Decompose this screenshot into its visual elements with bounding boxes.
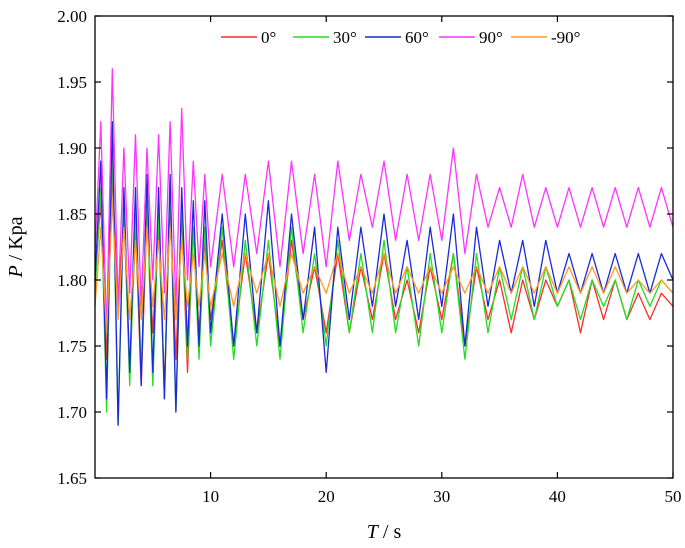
series-line-3 — [94, 68, 674, 334]
x-tick-label: 50 — [665, 487, 682, 506]
y-tick-label: 1.65 — [57, 469, 87, 488]
y-tick-label: 1.70 — [57, 403, 87, 422]
plot-frame — [94, 15, 674, 479]
y-axis-unit: / Kpa — [5, 216, 27, 265]
legend-label-0: 0° — [261, 28, 276, 47]
legend-label-2: 60° — [405, 28, 429, 47]
legend: 0° 30° 60° 90° -90° — [221, 28, 580, 47]
series-line-2 — [94, 120, 674, 426]
y-tick-label: 2.00 — [57, 7, 87, 26]
x-tick-label: 30 — [433, 487, 450, 506]
x-axis-ticks: 10 20 30 40 50 — [202, 16, 682, 506]
y-axis-title: P / Kpa — [5, 216, 27, 278]
series-line-4 — [94, 200, 674, 334]
y-tick-label: 1.95 — [57, 73, 87, 92]
x-tick-label: 20 — [318, 487, 335, 506]
y-axis-ticks: 1.65 1.70 1.75 1.80 1.85 1.90 1.95 2.00 — [57, 7, 673, 488]
legend-label-3: 90° — [479, 28, 503, 47]
y-tick-label: 1.85 — [57, 205, 87, 224]
series-line-1 — [94, 147, 674, 426]
x-axis-symbol: T — [367, 521, 380, 543]
y-tick-label: 1.75 — [57, 337, 87, 356]
y-tick-label: 1.90 — [57, 139, 87, 158]
legend-label-1: 30° — [333, 28, 357, 47]
x-tick-label: 40 — [549, 487, 566, 506]
x-axis-title: T / s — [367, 521, 402, 543]
x-tick-label: 10 — [202, 487, 219, 506]
y-axis-symbol: P — [5, 265, 27, 278]
legend-label-4: -90° — [551, 28, 580, 47]
y-tick-label: 1.80 — [57, 271, 87, 290]
series-layer — [94, 68, 674, 426]
x-axis-unit: / s — [378, 521, 402, 543]
